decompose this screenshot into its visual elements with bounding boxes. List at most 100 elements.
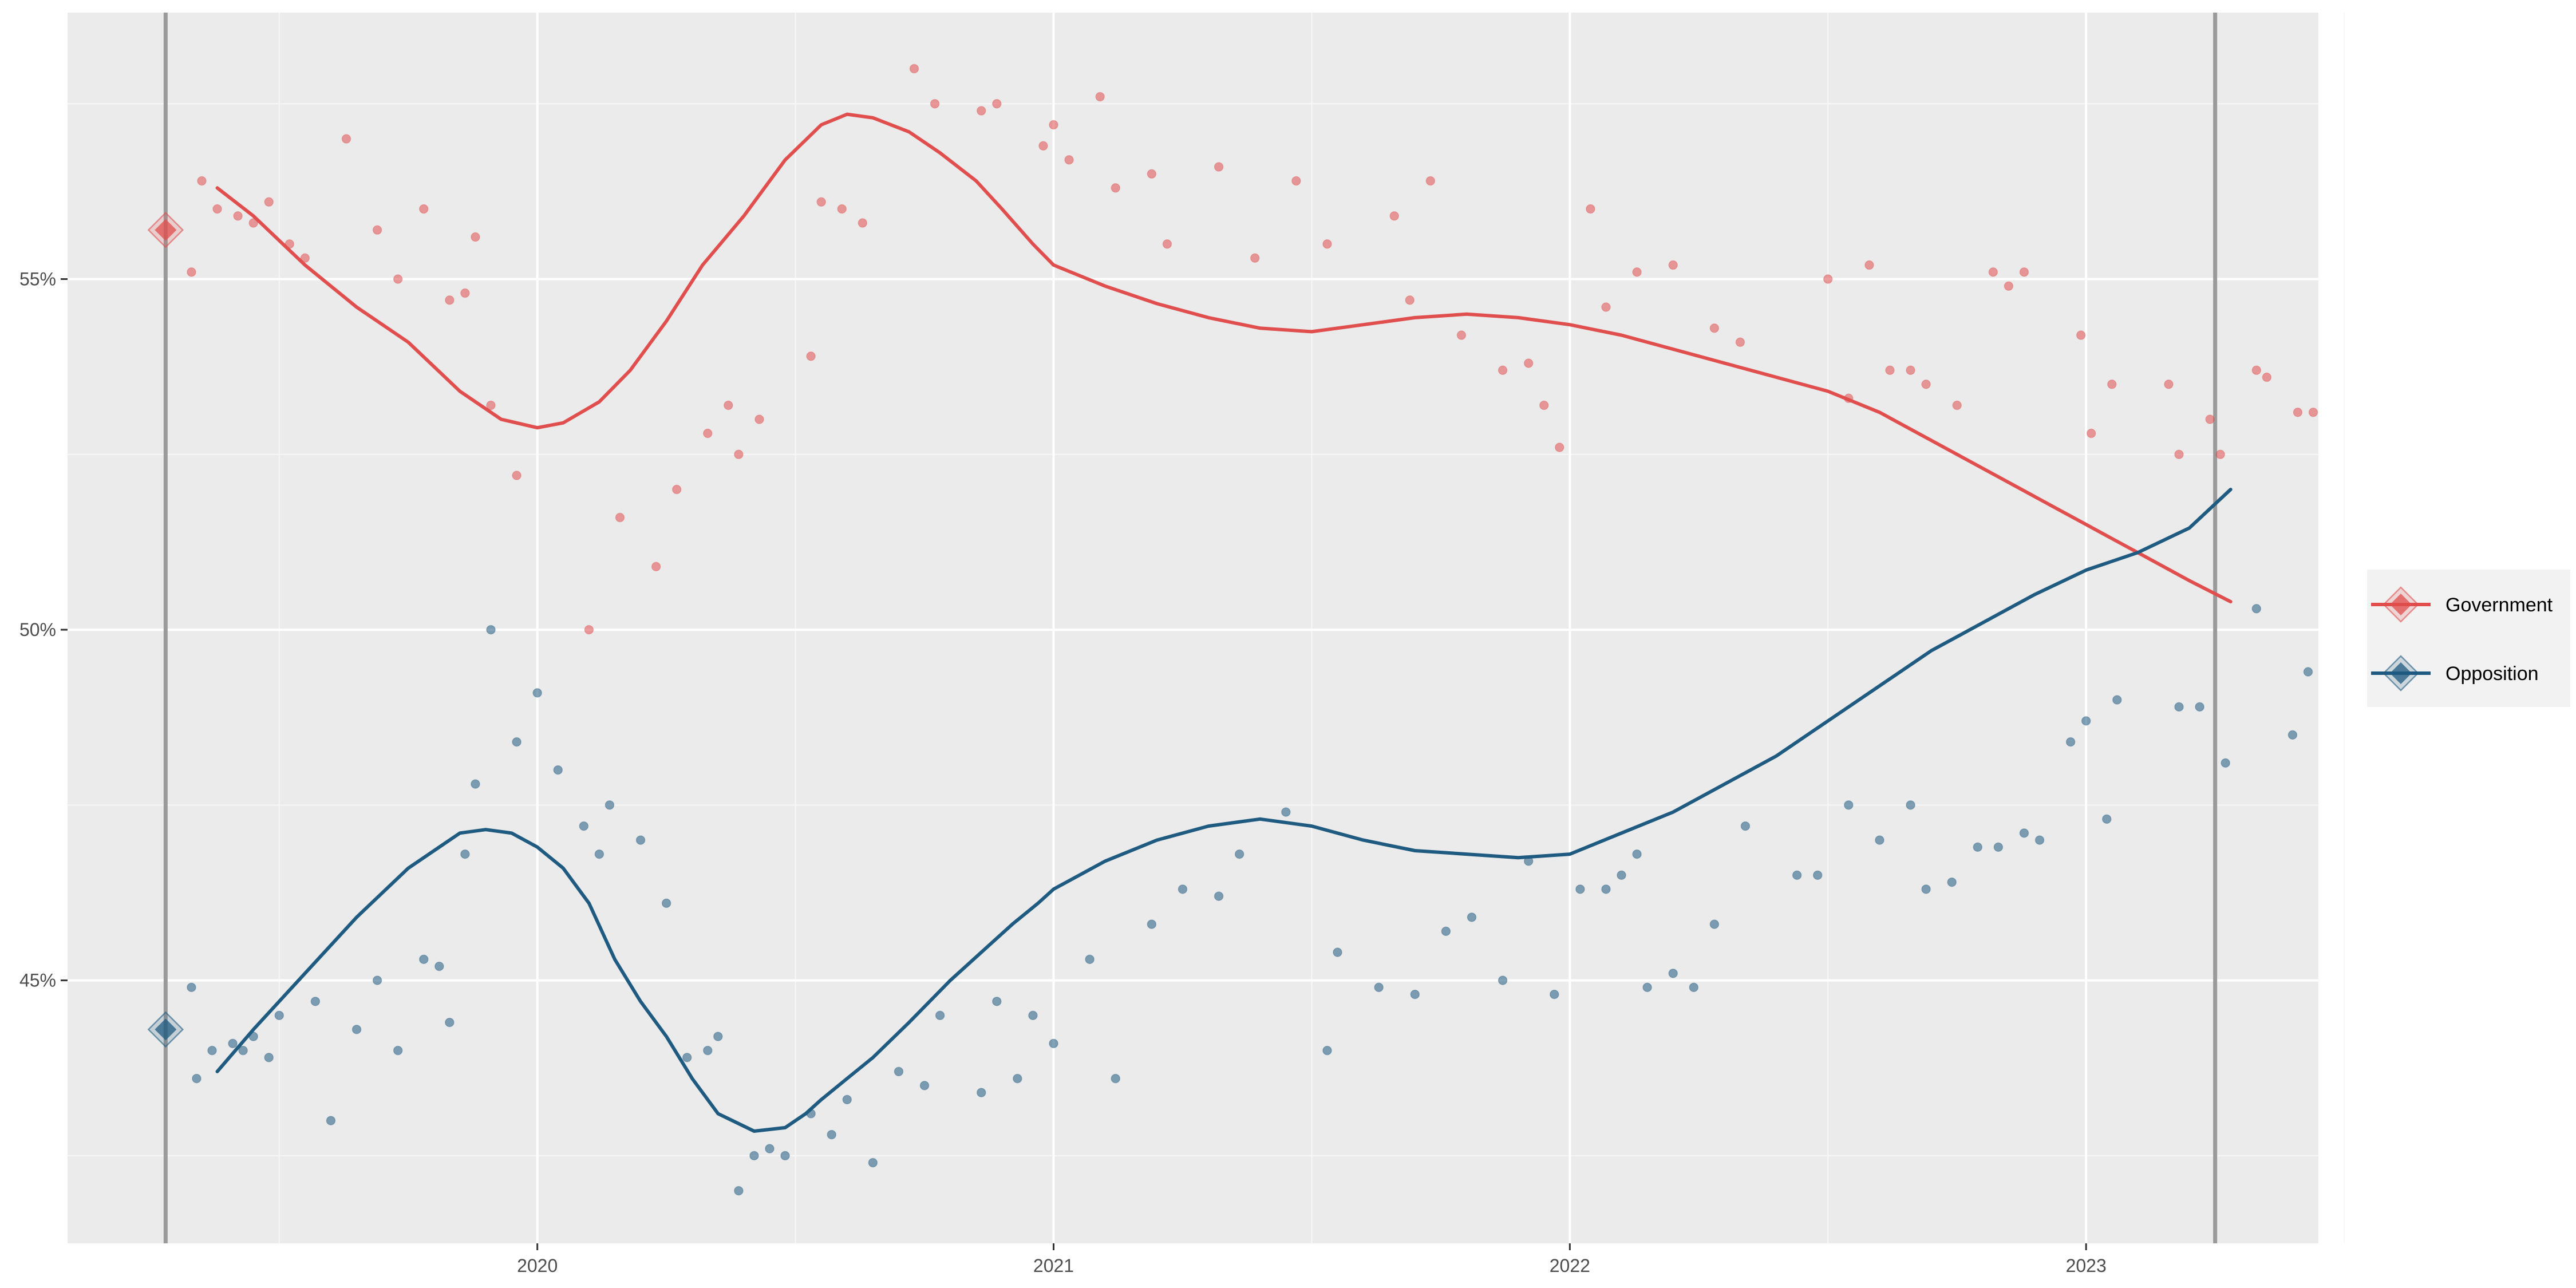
opposition-point bbox=[1906, 800, 1915, 810]
government-point bbox=[248, 218, 258, 228]
opposition-point bbox=[471, 779, 480, 789]
opposition-point bbox=[351, 1025, 362, 1034]
y-axis-ticks bbox=[61, 278, 68, 982]
opposition-point bbox=[1467, 912, 1477, 922]
opposition-point bbox=[2101, 814, 2112, 824]
opposition-point bbox=[1013, 1073, 1022, 1084]
opposition-point bbox=[780, 1151, 790, 1161]
opposition-point bbox=[1668, 969, 1678, 978]
y-axis: 45% 50% 55% bbox=[19, 269, 68, 991]
x-axis-ticks bbox=[536, 1243, 2087, 1250]
opposition-point bbox=[2251, 604, 2262, 614]
opposition-point bbox=[1993, 842, 2004, 852]
government-point bbox=[1162, 239, 1172, 249]
opposition-point bbox=[1642, 982, 1652, 993]
government-point bbox=[1988, 267, 1998, 277]
government-point bbox=[671, 484, 682, 495]
government-point bbox=[1111, 183, 1120, 193]
legend-key-opposition bbox=[2367, 640, 2435, 706]
opposition-point bbox=[1410, 989, 1420, 999]
opposition-point bbox=[1617, 870, 1626, 880]
opposition-point bbox=[486, 625, 496, 635]
x-tick-label: 2022 bbox=[1550, 1255, 1590, 1276]
opposition-point bbox=[734, 1186, 744, 1196]
opposition-point bbox=[445, 1017, 455, 1028]
opposition-point bbox=[2081, 716, 2091, 726]
start-markers bbox=[147, 212, 184, 1048]
government-point bbox=[703, 428, 713, 438]
opposition-trend-line bbox=[215, 488, 2233, 1133]
opposition-point bbox=[1147, 919, 1157, 929]
diamond-inner bbox=[2390, 662, 2412, 684]
opposition-point bbox=[1632, 849, 1642, 859]
opposition-point bbox=[827, 1129, 836, 1140]
government-point bbox=[393, 274, 403, 284]
opposition-point bbox=[1333, 947, 1342, 957]
x-tick-label: 2020 bbox=[517, 1255, 558, 1276]
government-point bbox=[2076, 330, 2086, 340]
opposition-point bbox=[2195, 702, 2204, 712]
opposition-point bbox=[2112, 695, 2122, 705]
government-point bbox=[1709, 323, 1720, 333]
opposition-point bbox=[2034, 835, 2045, 845]
opposition-point bbox=[842, 1095, 852, 1105]
government-point bbox=[1586, 204, 1595, 214]
government-point bbox=[1405, 295, 1415, 305]
x-tick-label: 2023 bbox=[2066, 1255, 2107, 1276]
opposition-point bbox=[238, 1045, 248, 1056]
government-point bbox=[1735, 337, 1745, 347]
government-point bbox=[1864, 260, 1874, 270]
plot-panel bbox=[68, 13, 2318, 1243]
government-point bbox=[1885, 365, 1895, 376]
legend-label-opposition: Opposition bbox=[2445, 663, 2539, 685]
government-point bbox=[212, 204, 222, 214]
opposition-point bbox=[372, 975, 382, 985]
government-point bbox=[1921, 380, 1931, 389]
opposition-point bbox=[1973, 842, 1983, 852]
government-point bbox=[1498, 365, 1508, 376]
x-axis: 2020 2021 2022 2023 bbox=[517, 1243, 2107, 1276]
government-point bbox=[512, 471, 521, 480]
government-point bbox=[197, 176, 207, 186]
government-point bbox=[1214, 162, 1224, 172]
opposition-point bbox=[594, 849, 605, 859]
government-point bbox=[1668, 260, 1678, 270]
government-point bbox=[1322, 239, 1332, 249]
government-point bbox=[2251, 365, 2262, 376]
government-point bbox=[2004, 281, 2014, 291]
y-tick-label: 50% bbox=[19, 619, 56, 640]
opposition-point bbox=[1085, 954, 1095, 965]
legend-key-diamond bbox=[2383, 655, 2419, 692]
government-point bbox=[471, 232, 480, 242]
government-point bbox=[2019, 267, 2029, 277]
government-point bbox=[264, 197, 274, 207]
government-point bbox=[1601, 302, 1611, 312]
opposition-point bbox=[419, 954, 429, 965]
trend-lines bbox=[215, 112, 2233, 1133]
government-point bbox=[2107, 380, 2117, 389]
government-point bbox=[2205, 414, 2215, 424]
government-point bbox=[1064, 155, 1074, 165]
opposition-point bbox=[1844, 800, 1854, 810]
opposition-point bbox=[1550, 989, 1559, 999]
opposition-point bbox=[749, 1151, 759, 1161]
government-point bbox=[187, 267, 196, 277]
government-point bbox=[2164, 380, 2174, 389]
government-point bbox=[1425, 176, 1436, 186]
government-point bbox=[460, 288, 470, 298]
government-point bbox=[445, 295, 455, 305]
government-trend-line bbox=[215, 112, 2233, 604]
legend-key-government bbox=[2367, 571, 2435, 638]
government-point bbox=[2308, 408, 2318, 417]
opposition-point bbox=[1374, 982, 1384, 993]
x-tick-label: 2021 bbox=[1033, 1255, 1074, 1276]
legend: Government Opposition bbox=[2367, 570, 2570, 707]
opposition-point bbox=[605, 800, 615, 810]
opposition-point bbox=[1214, 891, 1224, 901]
opposition-point bbox=[2221, 758, 2230, 768]
government-point bbox=[2174, 449, 2184, 460]
government-point bbox=[1632, 267, 1642, 277]
government-point bbox=[1291, 176, 1301, 186]
government-point bbox=[651, 562, 661, 572]
opposition-point bbox=[661, 898, 671, 908]
